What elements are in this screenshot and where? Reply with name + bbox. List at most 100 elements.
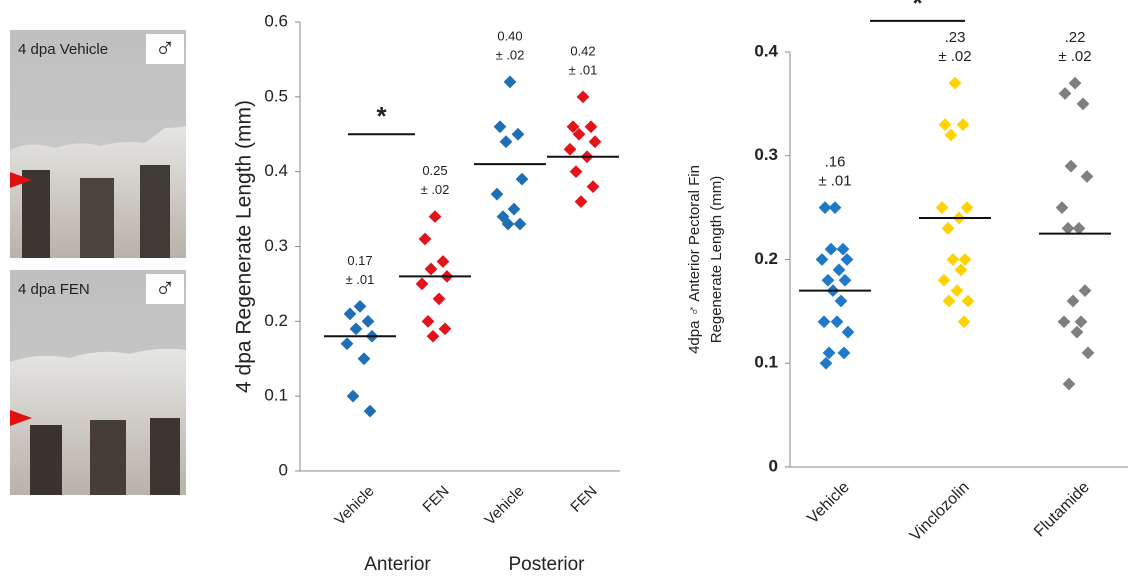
data-point [576, 90, 590, 104]
data-point [588, 135, 602, 149]
data-point [1070, 325, 1084, 339]
group-label: Posterior [508, 554, 585, 575]
series [935, 76, 975, 329]
data-point [1076, 97, 1090, 111]
data-point [426, 329, 440, 343]
data-point [357, 352, 371, 366]
data-point [511, 127, 525, 141]
y-axis-label: 4dpa ♂ Anterior Pectoral Fin [686, 165, 703, 354]
data-point [954, 263, 968, 277]
mean-label: ± .02 [938, 48, 971, 65]
data-point [836, 242, 850, 256]
data-point [507, 202, 521, 216]
data-point [941, 222, 955, 235]
series [563, 90, 602, 208]
data-point [501, 217, 515, 231]
mean-label: .23 [945, 29, 966, 46]
data-point [830, 315, 844, 329]
data-point [493, 120, 507, 134]
series [415, 210, 454, 343]
y-tick-label: 0.3 [754, 145, 778, 164]
data-point [946, 253, 960, 266]
data-point [821, 273, 835, 287]
group-label: Anterior [364, 554, 431, 575]
data-point [935, 201, 949, 214]
data-point [513, 217, 527, 231]
data-point [415, 277, 429, 291]
mean-label: 0.42 [570, 43, 595, 58]
data-point [586, 180, 600, 193]
y-tick-label: 0.6 [264, 11, 288, 30]
mean-label: ± .02 [496, 47, 525, 62]
x-tick-label: Flutamide [1031, 479, 1093, 541]
data-point [840, 253, 854, 266]
photo-label: 4 dpa Vehicle [18, 41, 108, 58]
data-point [948, 76, 962, 90]
y-tick-label: 0.1 [754, 353, 778, 372]
mean-label: 0.25 [422, 163, 447, 178]
data-point [499, 135, 513, 149]
data-point [819, 356, 833, 370]
mean-label: ± .01 [569, 62, 598, 77]
data-point [818, 201, 832, 214]
data-point [563, 142, 577, 156]
symbol-box [146, 274, 184, 304]
data-point [424, 262, 438, 276]
significance-star: * [376, 101, 387, 131]
data-point [353, 300, 367, 313]
y-tick-label: 0.5 [264, 86, 288, 105]
x-tick-label: Vehicle [804, 479, 853, 528]
data-point [363, 404, 377, 418]
photo-vehicle [10, 30, 186, 258]
data-point [421, 314, 435, 328]
x-tick-label: Vehicle [331, 483, 377, 529]
y-tick-label: 0 [279, 460, 288, 479]
data-point [960, 201, 974, 214]
data-point [349, 322, 363, 336]
data-point [361, 314, 375, 328]
x-tick-label: FEN [419, 483, 452, 516]
data-point [961, 294, 975, 308]
data-point [1058, 87, 1072, 100]
data-point [346, 389, 360, 403]
male-symbol: ♂ [155, 272, 176, 303]
data-point [817, 315, 831, 329]
series [340, 300, 379, 418]
series [490, 75, 529, 231]
mean-label: .16 [825, 154, 846, 171]
data-point [438, 322, 452, 336]
data-point [1068, 76, 1082, 90]
mean-label: .22 [1065, 29, 1086, 46]
data-point [340, 337, 354, 351]
symbol-box [146, 34, 184, 64]
data-point [1074, 315, 1088, 329]
data-point [938, 118, 952, 131]
data-point [937, 273, 951, 287]
data-point [418, 232, 432, 246]
data-point [957, 315, 971, 329]
mean-label: 0.17 [347, 253, 372, 268]
mean-label: ± .01 [818, 173, 851, 190]
y-tick-label: 0 [769, 456, 778, 475]
data-point [942, 294, 956, 308]
data-point [1062, 377, 1076, 391]
data-point [584, 120, 598, 134]
data-point [1066, 294, 1080, 308]
male-symbol: ♂ [155, 32, 176, 63]
data-point [815, 253, 829, 266]
mean-label: ± .02 [421, 182, 450, 197]
data-point [1055, 201, 1069, 214]
x-tick-label: FEN [567, 483, 600, 516]
data-point [838, 273, 852, 287]
data-point [822, 346, 836, 360]
x-tick-label: Vehicle [481, 483, 527, 529]
data-point [1057, 315, 1071, 329]
data-point [503, 75, 517, 89]
data-point [515, 172, 529, 186]
y-tick-label: 0.4 [264, 161, 288, 180]
data-point [1081, 346, 1095, 360]
y-tick-label: 0.2 [754, 249, 778, 268]
mean-label: 0.40 [497, 28, 522, 43]
